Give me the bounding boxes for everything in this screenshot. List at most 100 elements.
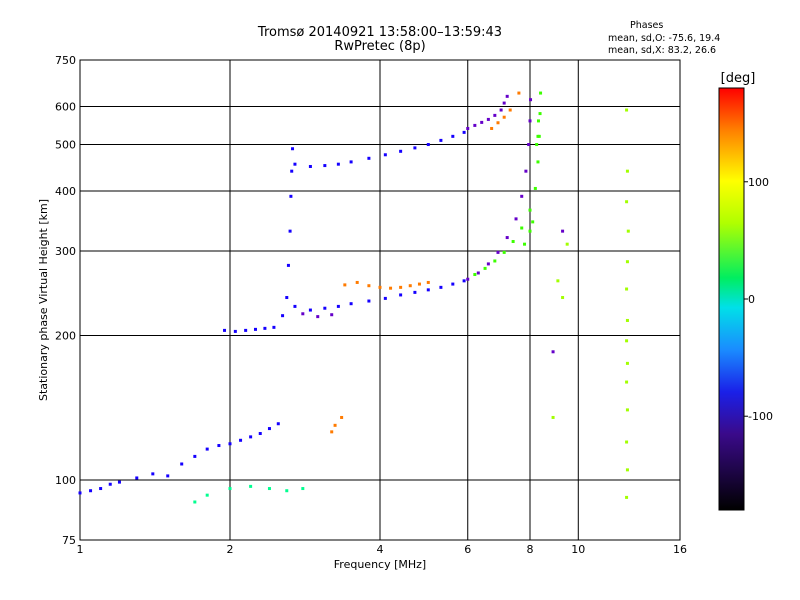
data-point xyxy=(523,242,527,246)
data-point xyxy=(520,194,524,198)
data-point xyxy=(291,147,295,151)
x-tick-label: 2 xyxy=(227,543,234,556)
data-point xyxy=(228,487,232,491)
data-point xyxy=(466,277,470,281)
data-point xyxy=(536,160,540,164)
x-tick-label: 4 xyxy=(377,543,384,556)
data-point xyxy=(417,282,421,286)
data-point xyxy=(233,329,237,333)
data-point xyxy=(293,304,297,308)
data-point xyxy=(625,339,629,343)
data-point xyxy=(535,143,539,147)
data-point xyxy=(462,279,466,283)
data-point xyxy=(285,489,289,493)
data-point xyxy=(536,119,540,123)
data-point xyxy=(288,229,292,233)
data-point xyxy=(166,474,170,478)
data-point xyxy=(511,240,515,244)
data-point xyxy=(625,408,629,412)
data-point xyxy=(496,121,500,125)
data-point xyxy=(413,290,417,294)
y-tick-label: 75 xyxy=(62,534,76,547)
data-point xyxy=(502,101,506,105)
phase-info-heading: Phases xyxy=(630,20,664,31)
data-point xyxy=(625,468,629,472)
data-point xyxy=(193,454,197,458)
data-point xyxy=(399,293,403,297)
data-point xyxy=(551,350,555,354)
data-point xyxy=(367,284,371,288)
data-point xyxy=(462,130,466,134)
data-point xyxy=(180,462,184,466)
data-point xyxy=(336,162,340,166)
data-point xyxy=(565,242,569,246)
data-point xyxy=(528,208,532,212)
data-point xyxy=(276,422,280,426)
data-point xyxy=(330,430,334,434)
data-point xyxy=(499,108,503,112)
chart-subtitle: RwPretec (8p) xyxy=(334,39,426,54)
data-point xyxy=(486,262,490,266)
data-point xyxy=(308,164,312,168)
data-point xyxy=(625,495,629,499)
data-point xyxy=(323,164,327,168)
data-points xyxy=(78,91,630,504)
phase-info-o: mean, sd,O: -75.6, 19.4 xyxy=(608,33,721,44)
data-point xyxy=(625,318,629,322)
data-point xyxy=(135,476,139,480)
data-point xyxy=(625,169,629,173)
data-point xyxy=(439,285,443,289)
data-point xyxy=(490,126,494,130)
data-point xyxy=(551,415,555,419)
data-point xyxy=(413,146,417,150)
data-point xyxy=(473,273,477,277)
data-point xyxy=(117,480,121,484)
data-point xyxy=(383,296,387,300)
data-point xyxy=(531,220,535,224)
data-point xyxy=(263,326,267,330)
y-tick-label: 750 xyxy=(55,54,76,67)
data-point xyxy=(539,91,543,95)
data-point xyxy=(493,259,497,263)
data-point xyxy=(367,299,371,303)
data-point xyxy=(272,325,276,329)
colorbar-ticks: 100 0 -100 xyxy=(744,176,773,423)
data-point xyxy=(89,489,93,493)
data-point xyxy=(502,250,506,254)
x-tick-label: 6 xyxy=(464,543,471,556)
data-point xyxy=(389,286,393,290)
data-point xyxy=(451,282,455,286)
colorbar-label: [deg] xyxy=(721,71,756,86)
y-tick-label: 400 xyxy=(55,185,76,198)
data-point xyxy=(528,229,532,233)
data-point xyxy=(267,487,271,491)
data-point xyxy=(480,120,484,124)
x-tick-label: 1 xyxy=(77,543,84,556)
data-point xyxy=(399,149,403,153)
data-point xyxy=(561,296,565,300)
y-tick-label: 500 xyxy=(55,139,76,152)
data-point xyxy=(267,427,271,431)
chart-title: Tromsø 20140921 13:58:00–13:59:43 xyxy=(257,25,503,40)
data-point xyxy=(538,112,542,116)
x-tick-labels: 1 2 4 6 8 10 16 xyxy=(77,543,688,556)
data-point xyxy=(281,314,285,318)
y-tick-label: 200 xyxy=(55,330,76,343)
colorbar-tick-label: 0 xyxy=(748,293,755,306)
data-point xyxy=(205,447,209,451)
data-point xyxy=(476,271,480,275)
data-point xyxy=(505,236,509,240)
data-point xyxy=(78,491,82,495)
data-point xyxy=(239,438,243,442)
y-axis-label: Stationary phase Virtual Height [km] xyxy=(37,199,50,401)
data-point xyxy=(301,487,305,491)
data-point xyxy=(426,143,430,147)
data-point xyxy=(316,315,320,319)
data-point xyxy=(330,313,334,317)
data-point xyxy=(508,108,512,112)
data-point xyxy=(383,153,387,157)
data-point xyxy=(561,229,565,233)
data-point xyxy=(473,123,477,127)
data-point xyxy=(285,296,289,300)
data-point xyxy=(340,415,344,419)
